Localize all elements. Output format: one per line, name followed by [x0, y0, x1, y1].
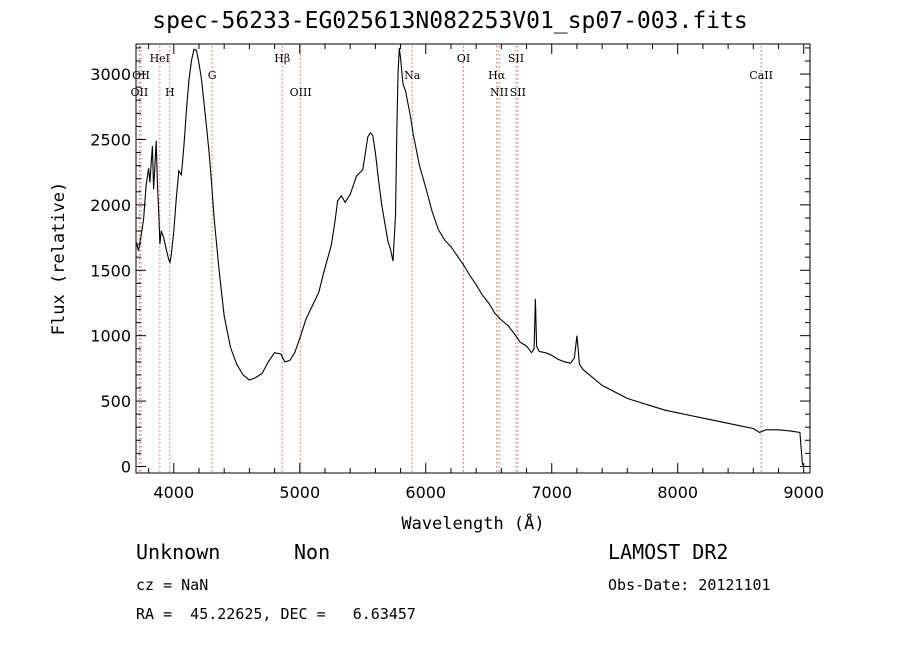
- spectrum-line: [135, 47, 805, 467]
- y-tick-label: 3000: [90, 65, 131, 84]
- spectral-line-label: CaII: [749, 69, 773, 82]
- spectral-line-label: Hβ: [274, 52, 290, 65]
- y-tick-label: 1000: [90, 327, 131, 346]
- y-tick-label: 2000: [90, 196, 131, 215]
- spectral-line-markers: [138, 46, 762, 473]
- spectral-line-label: NII: [490, 86, 508, 99]
- x-tick-label: 4000: [153, 483, 194, 502]
- plot-frame: [135, 43, 811, 474]
- spectral-line-label: Hα: [488, 69, 506, 82]
- y-tick-label: 0: [121, 457, 131, 476]
- x-tick-label: 6000: [405, 483, 446, 502]
- x-tick-label: 8000: [657, 483, 698, 502]
- spectral-line-label: HeI: [150, 52, 170, 65]
- redshift-value: cz = NaN: [136, 576, 209, 594]
- spectral-line-label: Na: [404, 69, 421, 82]
- x-tick-label: 7000: [531, 483, 572, 502]
- spectral-line-label: OII: [131, 86, 149, 99]
- spectral-line-label: G: [208, 69, 217, 82]
- spectral-line-label: OII: [132, 69, 150, 82]
- y-tick-label: 2500: [90, 130, 131, 149]
- survey-label: LAMOST DR2: [608, 540, 729, 564]
- observation-date: Obs-Date: 20121101: [608, 576, 771, 594]
- coordinates-value: RA = 45.22625, DEC = 6.63457: [136, 605, 416, 623]
- subclass-label: Non: [294, 540, 331, 564]
- x-axis-label: Wavelength (Å): [401, 512, 544, 534]
- spectral-line-label: OI: [457, 52, 470, 65]
- axis-ticks: 4000 5000 6000 7000 8000 9000 0 500 1000 1500 2000…: [90, 44, 824, 502]
- class-label: Unknown: [136, 540, 221, 564]
- spectral-line-label: SII: [510, 86, 526, 99]
- chart-title: spec-56233-EG025613N082253V01_sp07-003.f…: [152, 8, 748, 34]
- x-tick-label: 9000: [783, 483, 824, 502]
- spectral-line-label: OIII: [290, 86, 312, 99]
- y-axis-label: Flux (relative): [49, 182, 69, 336]
- spectral-line-label: SII: [508, 52, 524, 65]
- y-tick-label: 500: [100, 392, 131, 411]
- spectral-line-label: H: [165, 86, 175, 99]
- x-tick-label: 5000: [279, 483, 320, 502]
- y-tick-label: 1500: [90, 261, 131, 280]
